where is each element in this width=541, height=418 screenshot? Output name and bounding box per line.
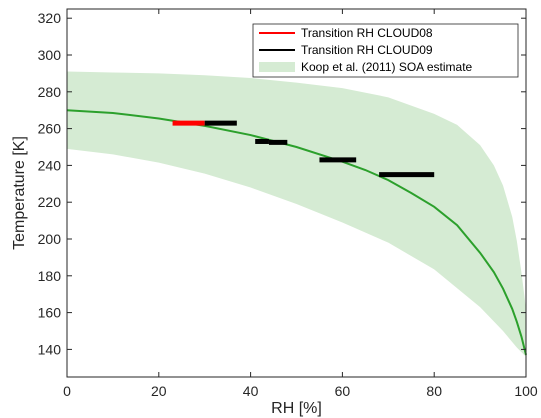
y-tick-label-140: 140	[38, 341, 62, 357]
legend-box	[252, 23, 519, 78]
y-tick-label-280: 280	[38, 84, 62, 100]
legend-label-cloud09: Transition RH CLOUD09	[301, 43, 433, 57]
x-tick-label-20: 20	[151, 383, 167, 399]
axes-box	[66, 8, 527, 378]
x-axis-label: RH [%]	[271, 400, 322, 417]
y-tick-label-300: 300	[38, 47, 62, 63]
x-tick-label-60: 60	[335, 383, 351, 399]
x-tick-label-0: 0	[63, 383, 71, 399]
legend: Transition RH CLOUD08 Transition RH CLOU…	[252, 23, 519, 78]
y-tick-label-160: 160	[38, 305, 62, 321]
legend-label-soa-estimate: Koop et al. (2011) SOA estimate	[301, 60, 473, 74]
x-tick-label-100: 100	[514, 383, 538, 399]
plot-area	[66, 71, 527, 357]
legend-label-cloud08: Transition RH CLOUD08	[301, 26, 433, 40]
soa-estimate-curve	[66, 109, 527, 356]
y-tick-label-200: 200	[38, 231, 62, 247]
y-tick-label-320: 320	[38, 10, 62, 26]
y-tick-label-220: 220	[38, 194, 62, 210]
x-tick-label-40: 40	[243, 383, 259, 399]
axis-ticks: 0 20 40 60 80 100 140 160 180 200 220 240 260 280 300 3…	[38, 9, 538, 399]
legend-swatch-soa-estimate	[259, 62, 295, 72]
y-tick-label-180: 180	[38, 268, 62, 284]
soa-estimate-band	[67, 71, 526, 357]
y-axis-label: Temperature [K]	[11, 136, 28, 250]
x-tick-label-80: 80	[426, 383, 442, 399]
y-tick-label-260: 260	[38, 121, 62, 137]
y-tick-label-240: 240	[38, 157, 62, 173]
